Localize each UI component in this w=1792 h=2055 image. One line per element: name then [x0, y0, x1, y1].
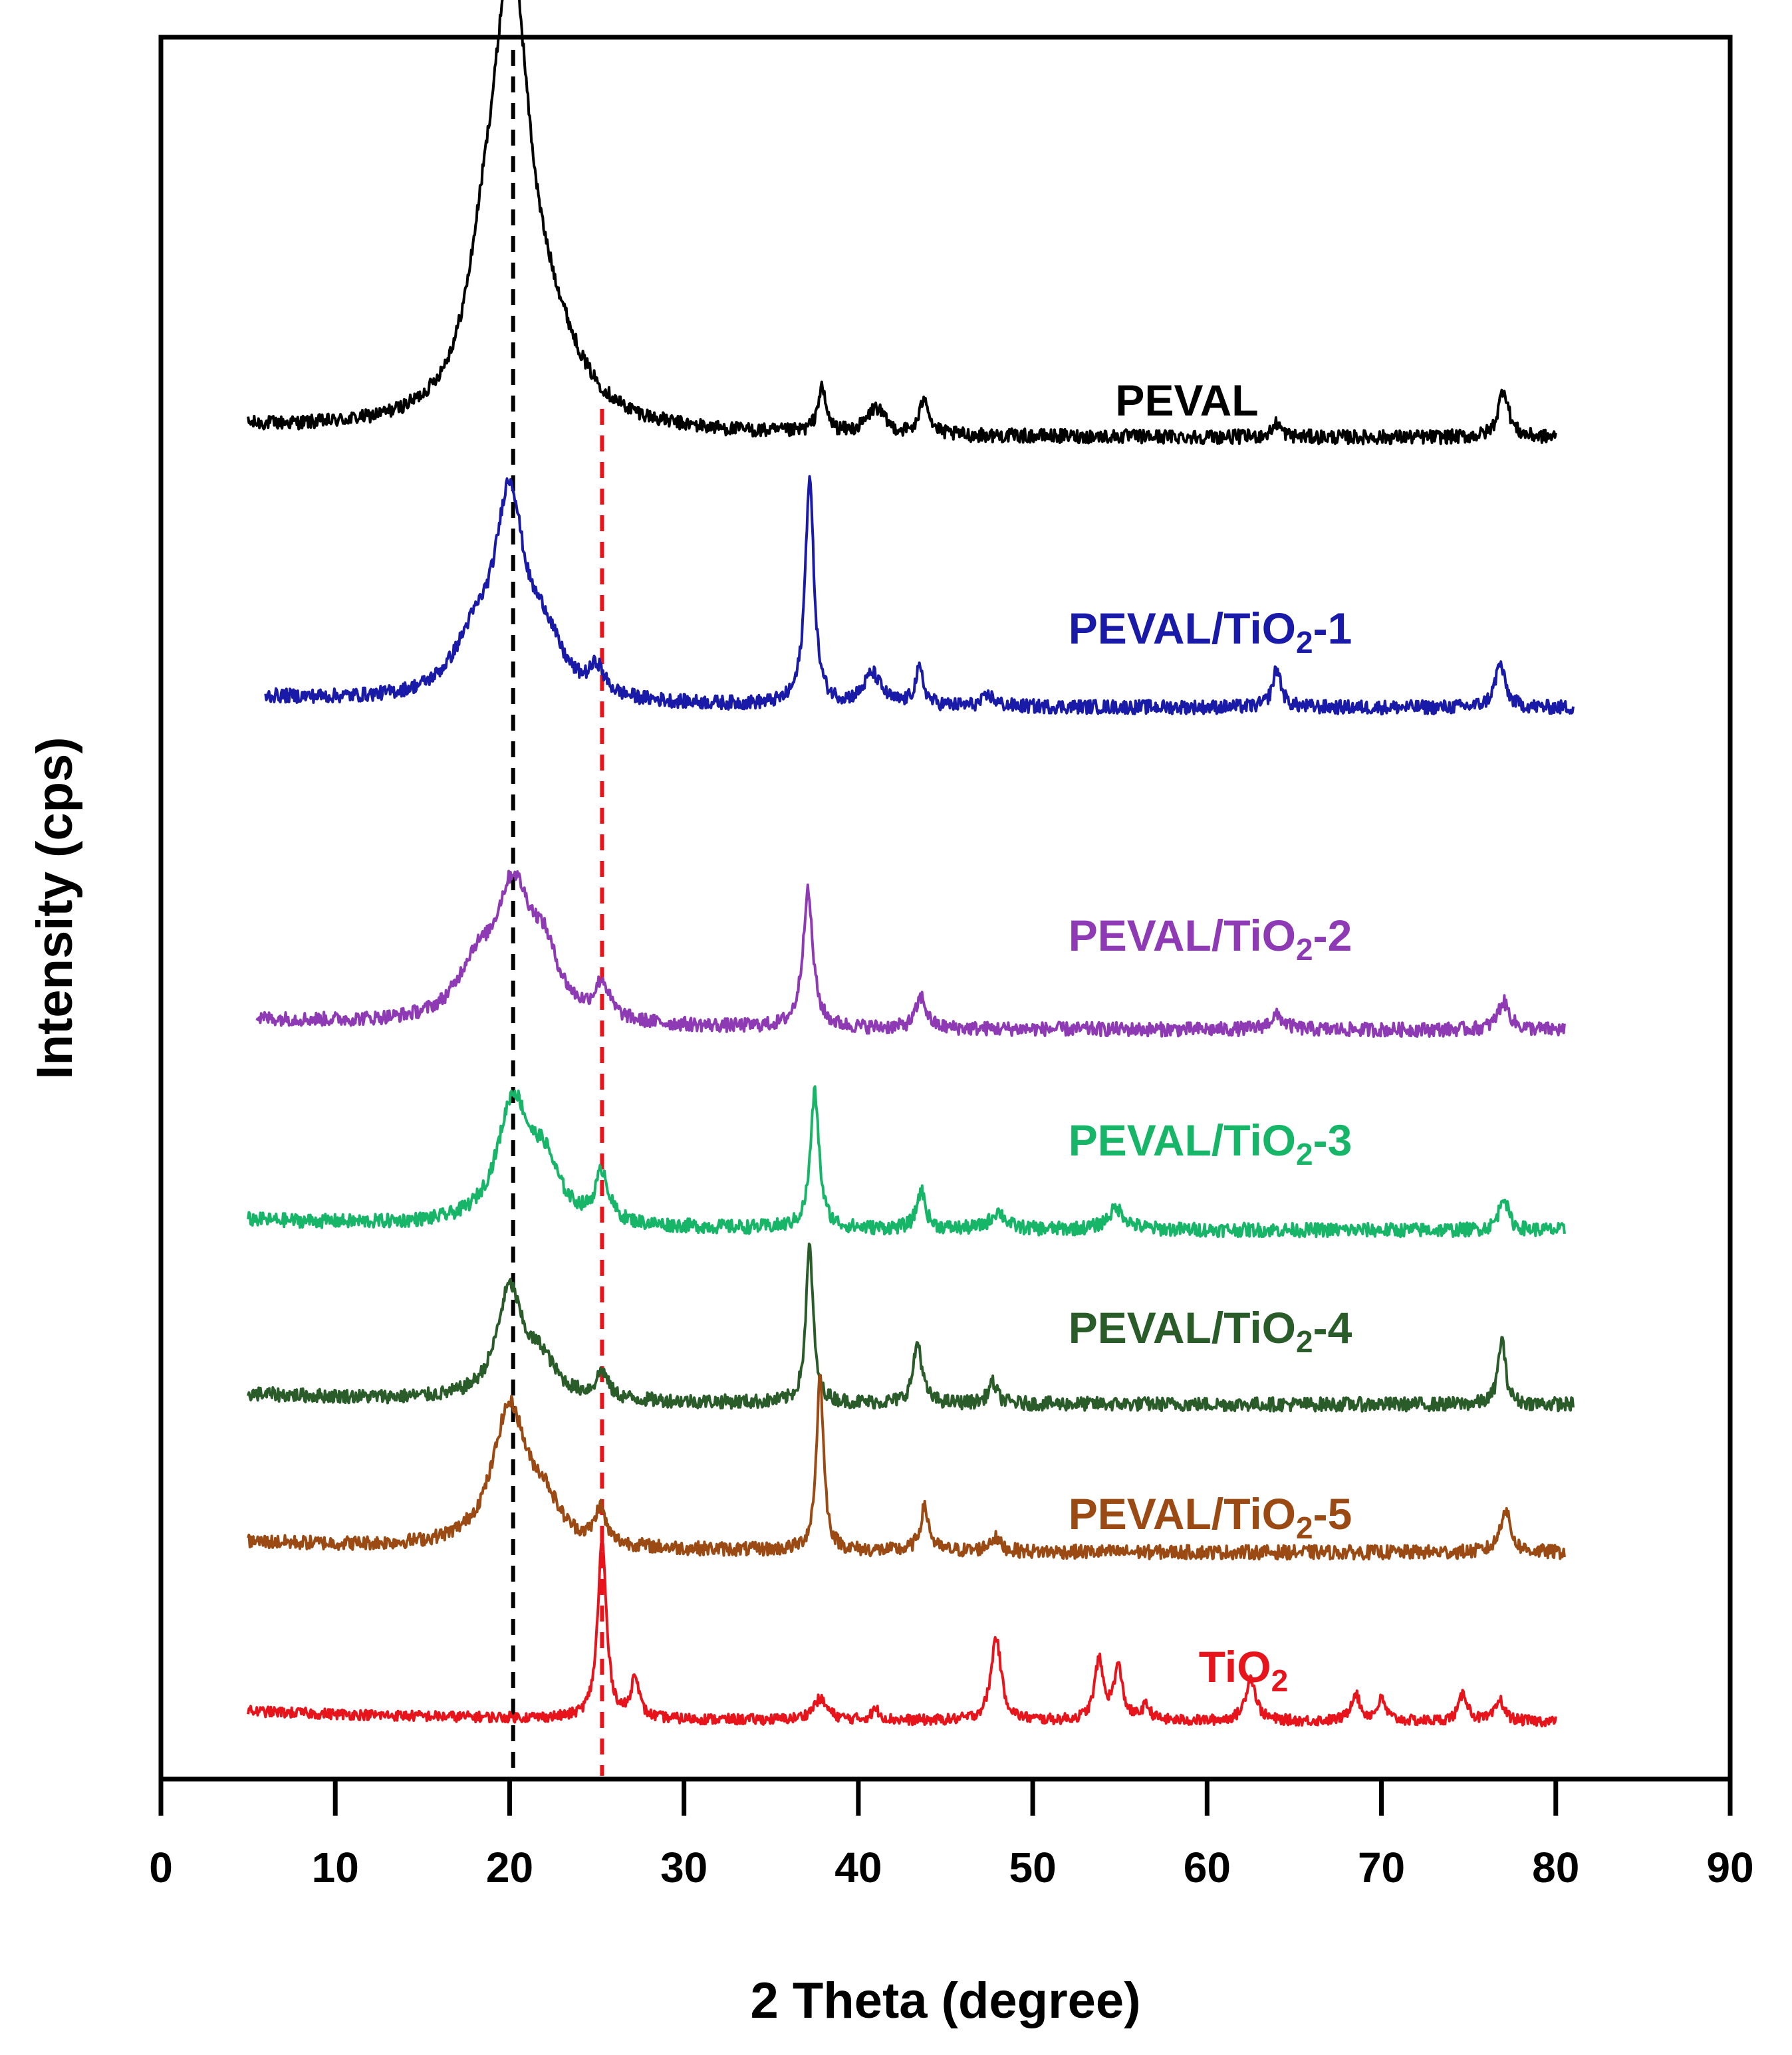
series-label-tail: -4	[1313, 1303, 1352, 1352]
series-label-subscript: 2	[1271, 1663, 1289, 1698]
x-axis-title: 2 Theta (degree)	[750, 1973, 1140, 2029]
series-line-5	[247, 1374, 1566, 1561]
x-tick-label: 80	[1532, 1844, 1579, 1891]
reference-lines	[511, 50, 604, 1776]
series-label-main: PEVAL/TiO	[1069, 1116, 1296, 1165]
plot-frame	[158, 35, 1733, 1782]
series-label-main: PEVAL	[1115, 376, 1258, 425]
series-label-4: PEVAL/TiO2-4	[1069, 1303, 1352, 1359]
series-label-subscript: 2	[1296, 1511, 1313, 1545]
series-label-subscript: 2	[1296, 1137, 1313, 1171]
x-tick-label: 20	[486, 1844, 533, 1891]
x-tick-label: 90	[1706, 1844, 1753, 1891]
x-tick-label: 50	[1009, 1844, 1057, 1891]
series-label-3: PEVAL/TiO2-3	[1069, 1116, 1352, 1171]
series-label-tail: -2	[1313, 911, 1352, 960]
x-axis: 0 10 20 30 40 50 60 70 80 90	[149, 1776, 1754, 1891]
series-label-main: PEVAL/TiO	[1069, 1489, 1296, 1538]
series-label-tail: -1	[1313, 604, 1352, 653]
series-line-4	[247, 1243, 1575, 1413]
series-label-main: TiO	[1199, 1642, 1271, 1691]
x-tick-label: 0	[149, 1844, 173, 1891]
x-tick-label: 60	[1184, 1844, 1231, 1891]
series-line-6	[247, 1539, 1557, 1728]
series-line-3	[247, 1085, 1566, 1239]
series-label-main: PEVAL/TiO	[1069, 911, 1296, 960]
series-label-1: PEVAL/TiO2-1	[1069, 604, 1352, 660]
series-label-0: PEVAL	[1115, 376, 1258, 425]
series-label-subscript: 2	[1296, 1324, 1313, 1359]
y-axis-title: Intensity (cps)	[27, 737, 83, 1079]
series-label-tail: -3	[1313, 1116, 1352, 1165]
series-line-0	[247, 0, 1557, 445]
series-line-2	[255, 870, 1566, 1038]
series-label-subscript: 2	[1296, 932, 1313, 967]
x-tick-label: 40	[834, 1844, 882, 1891]
series-label-tail: -5	[1313, 1489, 1352, 1538]
series-line-1	[264, 475, 1575, 716]
series-label-6: TiO2	[1199, 1642, 1288, 1698]
series-label-main: PEVAL/TiO	[1069, 1303, 1296, 1352]
series-label-2: PEVAL/TiO2-2	[1069, 911, 1352, 967]
series-label-main: PEVAL/TiO	[1069, 604, 1296, 653]
x-tick-label: 30	[660, 1844, 707, 1891]
series-layer	[247, 0, 1575, 1728]
x-tick-label: 10	[312, 1844, 359, 1891]
series-labels: PEVALPEVAL/TiO2-1PEVAL/TiO2-2PEVAL/TiO2-…	[1069, 376, 1352, 1698]
x-tick-label: 70	[1358, 1844, 1405, 1891]
series-label-5: PEVAL/TiO2-5	[1069, 1489, 1352, 1545]
series-label-subscript: 2	[1296, 625, 1313, 660]
